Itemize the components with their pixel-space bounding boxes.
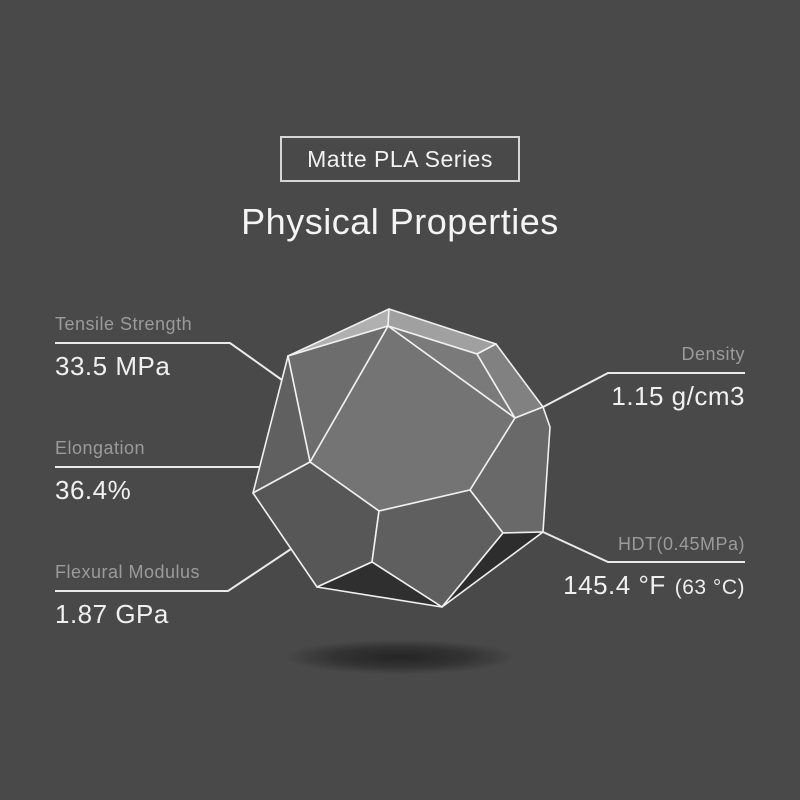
dodecahedron-faces [252,308,551,608]
flexural-connector-line [55,548,292,592]
flexural-modulus-label: Flexural Modulus [55,562,201,582]
density-value: 1.15 g/cm3 [611,381,745,411]
tensile-strength-value: 33.5 MPa [55,351,171,381]
tensile-strength-label: Tensile Strength [55,314,193,334]
callout-lines [55,342,745,592]
hdt-value-fahrenheit: 145.4 °F [563,570,666,600]
series-badge: Matte PLA Series [280,136,520,182]
density-label: Density [681,344,745,364]
hdt-value: 145.4 °F (63 °C) [563,570,745,601]
hdt-label: HDT(0.45MPa) [617,534,745,554]
page-title: Physical Properties [241,201,559,242]
tensile-connector-line [55,342,283,381]
face-bottom-dark-right [441,531,544,608]
floor-shadow [286,640,514,674]
flexural-modulus-value: 1.87 GPa [55,599,169,629]
elongation-value: 36.4% [55,475,132,505]
elongation-label: Elongation [55,438,146,458]
face-bottom-dark-left [316,561,443,608]
hdt-connector-line [542,531,745,563]
hdt-value-celsius: (63 °C) [674,576,745,599]
density-connector-line [542,372,745,408]
